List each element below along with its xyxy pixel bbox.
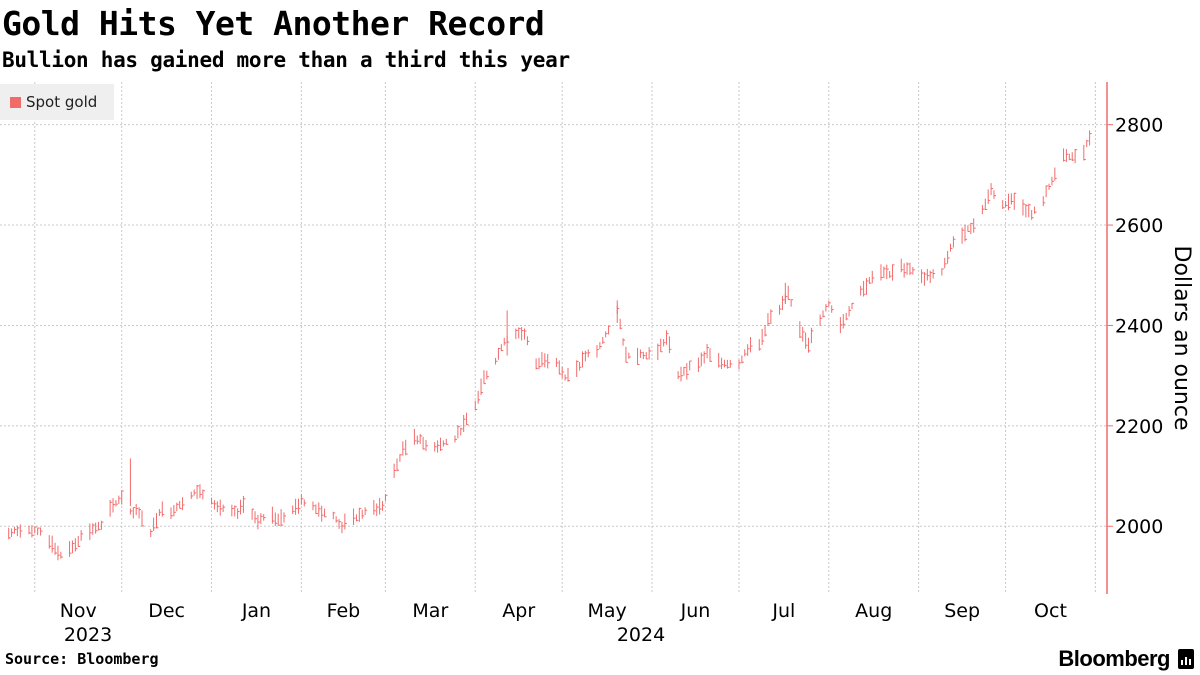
x-tick-label: May <box>587 600 626 622</box>
x-tick-label: Nov <box>60 600 97 622</box>
y-tick-label: 2600 <box>1115 215 1163 237</box>
brand-name: Bloomberg <box>1058 646 1170 671</box>
x-tick-label: Apr <box>502 600 535 622</box>
y-axis-label: Dollars an ounce <box>1169 245 1194 430</box>
source-note: Source: Bloomberg <box>5 650 159 668</box>
x-tick-label: Aug <box>855 600 892 622</box>
x-tick-label: Jan <box>241 600 271 622</box>
y-tick-label: 2200 <box>1115 416 1163 438</box>
bloomberg-terminal-icon <box>1178 649 1194 669</box>
x-tick-label: Mar <box>412 600 448 622</box>
legend: Spot gold <box>0 84 114 120</box>
x-tick-label: Jul <box>771 600 795 622</box>
legend-label: Spot gold <box>26 93 98 111</box>
x-tick-label: Sep <box>944 600 980 622</box>
y-tick-label: 2000 <box>1115 516 1163 538</box>
brand-logo: Bloomberg <box>1058 646 1194 672</box>
chart-subtitle: Bullion has gained more than a third thi… <box>2 48 570 72</box>
year-label: 2024 <box>617 624 665 646</box>
year-label: 2023 <box>64 624 112 646</box>
x-tick-label: Oct <box>1034 600 1067 622</box>
x-tick-label: Jun <box>680 600 711 622</box>
chart-title: Gold Hits Yet Another Record <box>2 4 545 43</box>
x-tick-label: Feb <box>327 600 361 622</box>
legend-swatch <box>10 96 21 108</box>
y-tick-label: 2800 <box>1115 115 1163 137</box>
x-tick-label: Dec <box>148 600 185 622</box>
y-tick-label: 2400 <box>1115 315 1163 337</box>
